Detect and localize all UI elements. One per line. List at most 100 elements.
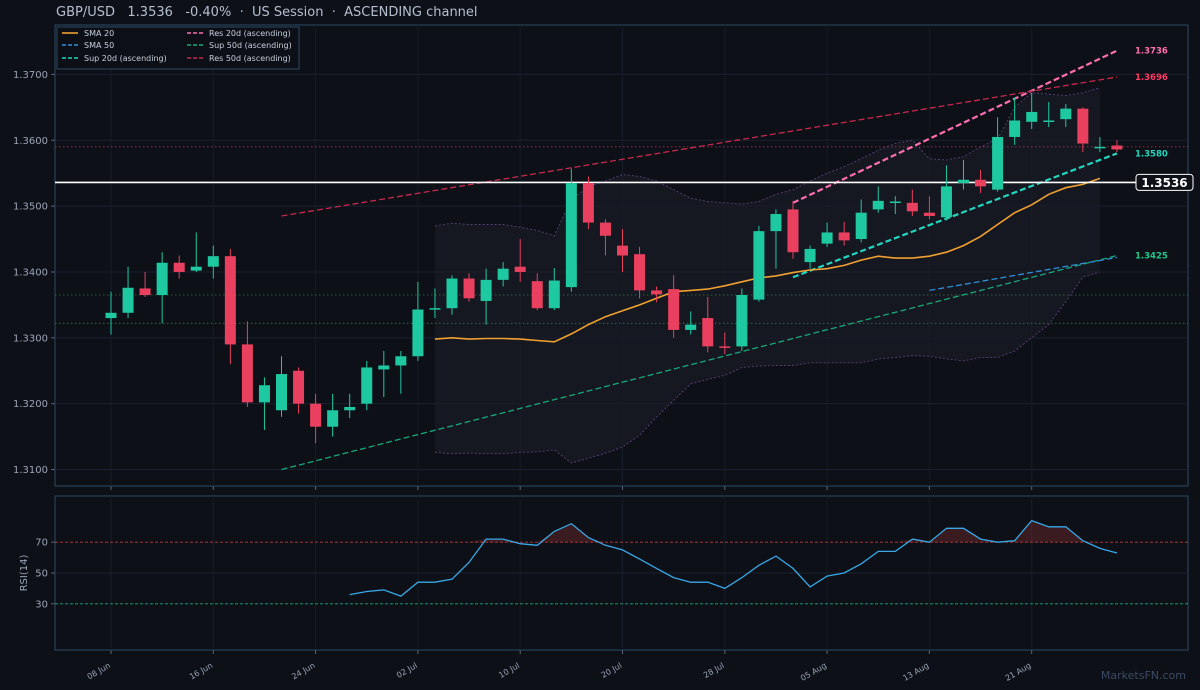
candle-up [207, 256, 219, 267]
rsi-overbought-fill [349, 520, 1117, 543]
date-tick-label: 16 Jun [188, 661, 214, 681]
candle-down [719, 346, 731, 348]
price-tick-label: 1.3400 [13, 267, 48, 278]
trendline-value-label: 1.3425 [1135, 252, 1168, 262]
candle-up [378, 365, 390, 370]
channel-label: ASCENDING channel [344, 5, 478, 20]
candle-up [565, 183, 577, 288]
trendline [281, 76, 1118, 217]
candle-down [293, 370, 305, 404]
candle-up [480, 279, 492, 301]
date-tick-label: 24 Jun [290, 661, 316, 681]
candle-up [446, 278, 458, 309]
candle-down [923, 212, 935, 216]
chart-legend: SMA 20 SMA 50 Sup 20d (ascending) Res 20d (… [56, 26, 300, 70]
price-tick-label: 1.3300 [13, 333, 48, 344]
candle-down [241, 344, 253, 403]
trendline-value-label: 1.3696 [1135, 73, 1168, 83]
candle-up [821, 232, 833, 244]
candle-up [770, 214, 782, 232]
price-tick-label: 1.3600 [13, 136, 48, 147]
candle-up [940, 186, 952, 218]
change-label: -0.40% [185, 5, 232, 20]
candle-up [685, 324, 697, 330]
candle-down [139, 288, 151, 296]
candle-up [958, 179, 969, 184]
date-tick-label: 02 Jul [395, 661, 419, 680]
bollinger-band-fill [434, 87, 1100, 463]
candle-up [327, 410, 339, 427]
legend-entry-label: Res 50d (ascending) [209, 54, 291, 63]
date-tick-label: 08 Jun [86, 661, 112, 681]
price-panel: 1.3100 1.3200 1.3300 1.3400 1.3500 1.3600 1.37… [13, 24, 1194, 490]
candle-up [190, 266, 202, 271]
price-tick-label: 1.3700 [13, 70, 48, 81]
candle-down [906, 202, 918, 212]
candle-up [429, 308, 441, 310]
watermark: MarketsFN.com [1100, 669, 1186, 682]
candle-down [975, 179, 987, 187]
candle-up [156, 262, 168, 296]
trendline [792, 49, 1118, 204]
legend-entry-label: Res 20d (ascending) [209, 29, 291, 38]
candle-up [548, 280, 560, 309]
rsi-tick-label: 70 [35, 538, 48, 549]
sma20-line [434, 177, 1101, 343]
candle-down [668, 289, 680, 330]
candle-up [736, 295, 748, 347]
candle-down [599, 222, 611, 236]
candle-down [651, 290, 663, 295]
candle-up [105, 312, 117, 319]
date-tick-label: 21 Aug [1004, 661, 1033, 683]
candle-up [412, 309, 424, 357]
legend-entry-label: SMA 50 [84, 41, 114, 50]
current-price-box [1135, 173, 1194, 191]
candle-down [310, 403, 322, 427]
candle-up [1009, 120, 1021, 137]
date-tick-label: 13 Aug [901, 661, 930, 683]
candle-up [753, 231, 765, 300]
date-tick-label: 28 Jul [702, 661, 726, 680]
candle-up [122, 287, 134, 313]
candle-up [258, 385, 270, 403]
date-tick-label: 05 Aug [799, 661, 828, 683]
candle-up [395, 356, 407, 366]
legend-entry-label: SMA 20 [84, 29, 114, 38]
candle-down [1077, 108, 1089, 144]
symbol-label: GBP/USD [56, 5, 115, 20]
candle-down [838, 232, 850, 241]
candle-down [787, 209, 799, 253]
candle-up [1043, 120, 1055, 122]
candle-up [1026, 111, 1038, 122]
candle-up [497, 268, 509, 280]
candle-up [1060, 108, 1072, 120]
legend-box [56, 26, 300, 70]
candle-up [804, 248, 816, 263]
candle-up [889, 201, 901, 203]
rsi-line [349, 519, 1118, 597]
trendline [929, 256, 1118, 292]
candle-down [173, 262, 185, 272]
rsi-panel: 08 Jun 16 Jun 24 Jun 02 Jul 10 Jul 20 Jul 28 J… [19, 495, 1189, 683]
price-tick-label: 1.3500 [13, 202, 48, 213]
candle-up [992, 136, 1004, 190]
trendline-value-label: 1.3580 [1135, 149, 1168, 159]
candle-up [361, 367, 373, 404]
candle-down [634, 254, 646, 291]
candle-up [855, 212, 867, 240]
candle-down [463, 278, 475, 299]
candle-down [514, 266, 526, 272]
rsi-tick-label: 30 [35, 599, 48, 610]
price-tick-label: 1.3100 [13, 465, 48, 476]
candle-down [617, 245, 628, 256]
legend-entry-label: Sup 50d (ascending) [209, 41, 292, 50]
legend-entry-label: Sup 20d (ascending) [84, 54, 167, 63]
price-tick-label: 1.3200 [13, 399, 48, 410]
candle-down [1111, 145, 1123, 150]
chart-title: GBP/USD 1.3536 -0.40% · US Session · ASC… [56, 5, 478, 20]
trendline [792, 152, 1118, 279]
date-tick-label: 10 Jul [497, 661, 521, 680]
date-tick-label: 20 Jul [600, 661, 624, 680]
current-price-label: 1.3536 [1141, 176, 1187, 190]
